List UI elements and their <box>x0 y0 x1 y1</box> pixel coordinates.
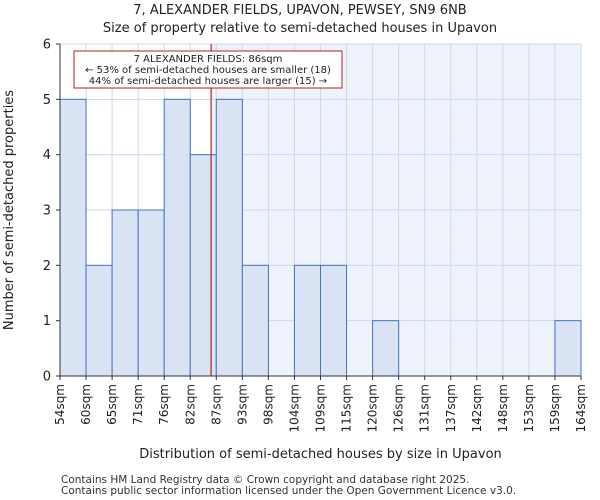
histogram-bar <box>85 264 113 377</box>
x-tick-label: 93sqm <box>235 384 249 425</box>
x-axis-title: Distribution of semi-detached houses by … <box>139 447 502 462</box>
y-tick-label: 3 <box>43 204 51 219</box>
y-tick-label: 1 <box>43 314 51 329</box>
histogram-bar <box>189 154 217 377</box>
y-tick-label: 5 <box>43 93 51 108</box>
annotation-line: 44% of semi-detached houses are larger (… <box>89 76 327 87</box>
x-tick-label: 120sqm <box>366 384 380 432</box>
histogram-bar <box>111 209 139 377</box>
x-tick-label: 153sqm <box>522 384 536 432</box>
x-tick-label: 126sqm <box>392 384 406 432</box>
x-tick-label: 148sqm <box>496 384 510 432</box>
footer-licence: Contains public sector information licen… <box>61 485 517 497</box>
y-axis-title: Number of semi-detached properties <box>2 90 17 330</box>
y-tick-label: 6 <box>43 38 51 53</box>
x-tick-label: 104sqm <box>287 384 301 432</box>
chart-subtitle: Size of property relative to semi-detach… <box>102 21 498 36</box>
histogram-bar <box>215 98 243 377</box>
x-tick-label: 164sqm <box>574 384 588 432</box>
histogram-bar <box>320 264 348 377</box>
histogram-bar <box>59 98 87 377</box>
x-tick-label: 54sqm <box>53 384 67 425</box>
histogram-bar <box>241 264 269 377</box>
annotation-box <box>73 50 343 89</box>
x-tick-label: 115sqm <box>340 384 354 432</box>
y-tick-label: 0 <box>43 370 51 385</box>
x-tick-label: 142sqm <box>470 384 484 432</box>
x-tick-label: 60sqm <box>79 384 93 425</box>
x-tick-label: 109sqm <box>314 384 328 432</box>
histogram-bar <box>137 209 165 377</box>
histogram-bar <box>293 264 322 377</box>
histogram-bar <box>372 320 400 377</box>
histogram-bar <box>554 320 582 377</box>
x-tick-label: 98sqm <box>261 384 275 425</box>
y-tick-label: 4 <box>43 148 51 163</box>
x-tick-label: 65sqm <box>105 384 119 425</box>
x-tick-label: 159sqm <box>548 384 562 432</box>
footer-copyright: Contains HM Land Registry data © Crown c… <box>61 474 470 486</box>
x-tick-label: 76sqm <box>157 384 171 425</box>
histogram-bar <box>163 98 191 377</box>
x-tick-label: 87sqm <box>209 384 223 425</box>
x-tick-label: 82sqm <box>183 384 197 425</box>
annotation-line: 7 ALEXANDER FIELDS: 86sqm <box>134 54 283 65</box>
chart-title: 7, ALEXANDER FIELDS, UPAVON, PEWSEY, SN9… <box>133 3 467 18</box>
annotation-line: ← 53% of semi-detached houses are smalle… <box>85 65 331 76</box>
x-tick-label: 137sqm <box>444 384 458 432</box>
x-tick-label: 131sqm <box>418 384 432 432</box>
y-tick-label: 2 <box>43 259 51 274</box>
x-tick-label: 71sqm <box>131 384 145 425</box>
